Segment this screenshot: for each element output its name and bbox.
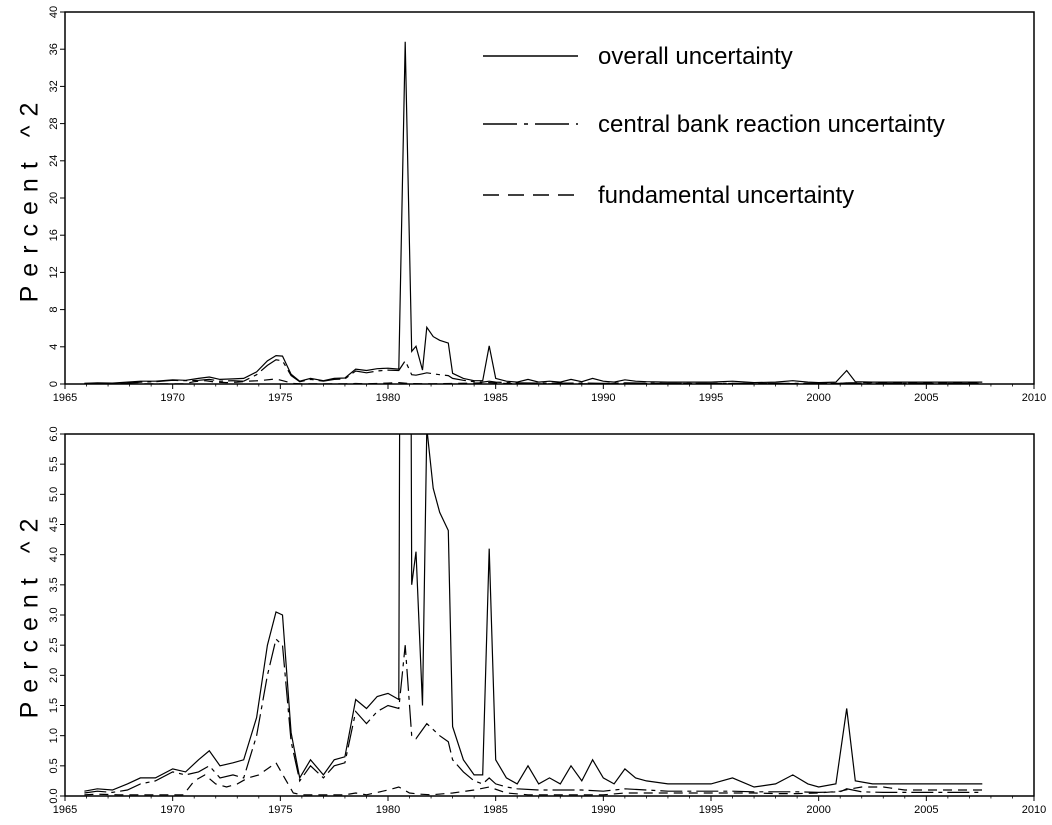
x-tick-label: 1990	[591, 392, 615, 404]
series-line-central-bank-reaction-uncertainty	[84, 359, 983, 384]
series-line-overall-uncertainty	[84, 41, 983, 384]
x-tick-label: 2000	[806, 804, 830, 816]
bottom-panel: 1965 1970 1975 1980 1985 1990 1995 2000 2005 2010…	[16, 426, 1047, 816]
x-tick-label: 1965	[53, 392, 77, 404]
y-tick-label: 40	[48, 6, 60, 18]
y-tick-label: 2.5	[48, 638, 60, 653]
y-tick-label: 8	[48, 307, 60, 313]
y-tick-label: 0	[48, 381, 60, 387]
x-tick-label: 1980	[376, 392, 400, 404]
legend-label: central bank reaction uncertainty	[598, 111, 945, 138]
y-tick-label: 4.0	[48, 547, 60, 562]
x-tick-label: 2000	[806, 392, 830, 404]
x-tick-label: 1985	[483, 804, 507, 816]
y-tick-label: 2.0	[48, 668, 60, 683]
y-tick-label: 5.5	[48, 457, 60, 472]
x-tick-label: 2005	[914, 804, 938, 816]
y-axis-label: Percent ^2	[16, 94, 44, 303]
legend-label: overall uncertainty	[598, 43, 793, 70]
x-tick-label: 1980	[376, 804, 400, 816]
y-tick-label: 0.0	[48, 788, 60, 803]
y-tick-label: 0.5	[48, 758, 60, 773]
y-tick-label: 5.0	[48, 487, 60, 502]
x-tick-label: 1975	[268, 804, 292, 816]
top-panel: 1965 1970 1975 1980 1985 1990 1995 2000 2005 2010…	[16, 6, 1047, 404]
x-tick-label: 1990	[591, 804, 615, 816]
x-tick-label: 1970	[160, 804, 184, 816]
y-tick-label: 3.5	[48, 577, 60, 592]
x-tick-label: 1995	[699, 392, 723, 404]
y-tick-label: 1.5	[48, 698, 60, 713]
x-tick-label: 1970	[160, 392, 184, 404]
y-tick-label: 28	[48, 117, 60, 129]
y-tick-label: 4	[48, 344, 60, 350]
y-tick-label: 24	[48, 155, 60, 167]
series-line-dash-2	[84, 761, 983, 796]
legend-label: fundamental uncertainty	[598, 182, 854, 209]
y-tick-label: 12	[48, 266, 60, 278]
y-axis-label: Percent ^2	[16, 510, 44, 719]
y-tick-label: 36	[48, 43, 60, 55]
x-tick-label: 1985	[483, 392, 507, 404]
x-tick-label: 2010	[1022, 804, 1046, 816]
x-tick-label: 2010	[1022, 392, 1046, 404]
x-tick-label: 1995	[699, 804, 723, 816]
x-tick-label: 1965	[53, 804, 77, 816]
y-tick-label: 1.0	[48, 728, 60, 743]
y-tick-label: 20	[48, 192, 60, 204]
y-tick-label: 3.0	[48, 607, 60, 622]
series-line-solid-0	[84, 434, 983, 792]
x-tick-label: 1975	[268, 392, 292, 404]
y-tick-label: 4.5	[48, 517, 60, 532]
y-tick-label: 6.0	[48, 426, 60, 441]
series-line-longdash-1	[84, 637, 983, 794]
plot-frame	[64, 11, 1035, 385]
y-tick-label: 32	[48, 80, 60, 92]
plot-frame	[64, 433, 1035, 797]
x-tick-label: 2005	[914, 392, 938, 404]
y-tick-label: 16	[48, 229, 60, 241]
